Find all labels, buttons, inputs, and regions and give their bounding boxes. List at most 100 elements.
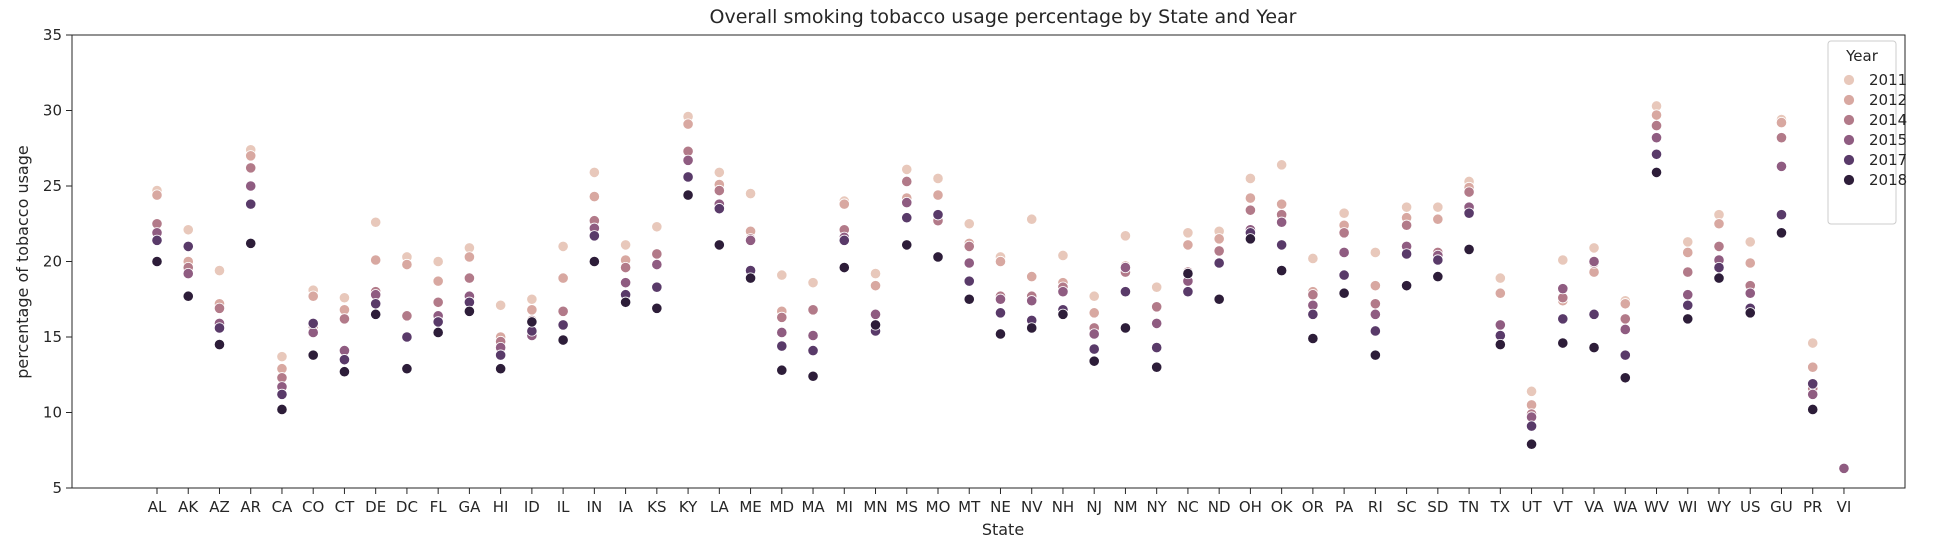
- data-point: [370, 254, 382, 266]
- x-tick-label: MS: [896, 498, 918, 516]
- data-point: [1588, 308, 1600, 320]
- data-point: [1807, 403, 1819, 416]
- data-point: [1525, 385, 1538, 397]
- x-tick-label: PA: [1335, 498, 1354, 516]
- data-point: [338, 354, 351, 366]
- data-point: [557, 272, 569, 284]
- data-point: [776, 311, 788, 323]
- data-point: [1276, 159, 1288, 171]
- data-point: [213, 264, 226, 277]
- data-point: [1401, 219, 1413, 231]
- data-point: [1682, 313, 1694, 325]
- data-point: [1494, 272, 1506, 284]
- x-tick-label: WA: [1613, 498, 1638, 516]
- x-tick-label: NM: [1113, 498, 1137, 516]
- data-point: [1276, 264, 1288, 277]
- x-tick-label: OH: [1239, 498, 1262, 516]
- plot-frame: [71, 34, 1906, 489]
- data-point: [994, 255, 1007, 268]
- data-point: [307, 290, 319, 302]
- data-point: [557, 240, 569, 252]
- x-tick-label: NC: [1177, 498, 1199, 516]
- data-point: [401, 363, 413, 375]
- data-point: [338, 366, 351, 378]
- x-tick-label: MI: [836, 498, 853, 516]
- data-point: [619, 261, 632, 274]
- x-tick-label: US: [1740, 498, 1761, 516]
- data-point: [245, 237, 257, 249]
- data-point: [245, 162, 257, 174]
- data-point: [1494, 287, 1506, 299]
- x-tick-label: AK: [178, 498, 199, 516]
- data-point: [1307, 308, 1319, 320]
- data-point: [1151, 341, 1163, 354]
- data-point: [1307, 289, 1319, 301]
- data-point: [1119, 230, 1132, 242]
- x-tick-label: MA: [801, 498, 825, 516]
- x-tick-label: DE: [365, 498, 386, 516]
- data-point: [1088, 290, 1100, 302]
- data-point: [495, 349, 507, 361]
- y-tick-label: 25: [43, 177, 62, 195]
- data-point: [182, 224, 194, 236]
- data-point: [495, 363, 507, 375]
- legend-marker: [1843, 74, 1855, 86]
- data-point: [463, 272, 475, 284]
- data-point: [463, 251, 475, 263]
- x-tick-label: NJ: [1086, 498, 1102, 516]
- data-point: [1775, 160, 1788, 172]
- data-point: [1744, 257, 1756, 269]
- data-point: [1057, 308, 1069, 320]
- data-point: [744, 234, 757, 246]
- data-point: [1088, 307, 1100, 319]
- y-axis: 5 10 15 20 25 30 35: [43, 26, 72, 497]
- data-point: [1807, 388, 1819, 400]
- data-point: [213, 322, 226, 334]
- series-2018: [151, 166, 1819, 450]
- data-point: [901, 163, 913, 175]
- data-point: [1744, 287, 1756, 299]
- data-point: [1588, 242, 1600, 254]
- data-point: [901, 175, 913, 188]
- data-point: [1213, 245, 1225, 257]
- data-point: [1182, 286, 1194, 298]
- y-tick-label: 10: [43, 404, 62, 422]
- data-point: [1151, 281, 1163, 293]
- data-point: [1276, 198, 1288, 210]
- x-axis-label: State: [982, 520, 1024, 539]
- x-tick-label: MO: [926, 498, 951, 516]
- data-point: [963, 218, 975, 230]
- x-tick-label: VI: [1837, 498, 1852, 516]
- data-point: [713, 203, 725, 215]
- data-point: [963, 275, 975, 287]
- data-point: [557, 334, 569, 346]
- data-point: [432, 255, 444, 268]
- x-tick-label: SD: [1427, 498, 1448, 516]
- data-point: [1807, 361, 1819, 373]
- data-point: [932, 251, 944, 263]
- data-point: [619, 277, 632, 289]
- data-point: [1369, 280, 1381, 292]
- data-point: [1088, 328, 1100, 340]
- data-point: [1244, 192, 1257, 204]
- data-point: [838, 198, 850, 210]
- data-point: [1557, 337, 1569, 349]
- x-tick-label: VT: [1553, 498, 1573, 516]
- legend-label: 2014: [1869, 111, 1907, 129]
- y-tick-label: 15: [43, 328, 62, 346]
- y-tick-label: 5: [52, 479, 62, 497]
- data-point: [651, 302, 663, 314]
- x-tick-label: AZ: [209, 498, 230, 516]
- data-point: [807, 277, 819, 289]
- data-point: [338, 292, 351, 304]
- series-2011: [151, 100, 1819, 397]
- data-point: [588, 190, 600, 203]
- legend-title: Year: [1845, 47, 1879, 65]
- legend-label: 2011: [1869, 71, 1907, 89]
- data-point: [432, 296, 444, 308]
- data-point: [651, 281, 663, 293]
- data-point: [1338, 287, 1350, 299]
- data-point: [744, 272, 757, 284]
- data-point: [1369, 349, 1381, 361]
- data-point: [869, 308, 882, 320]
